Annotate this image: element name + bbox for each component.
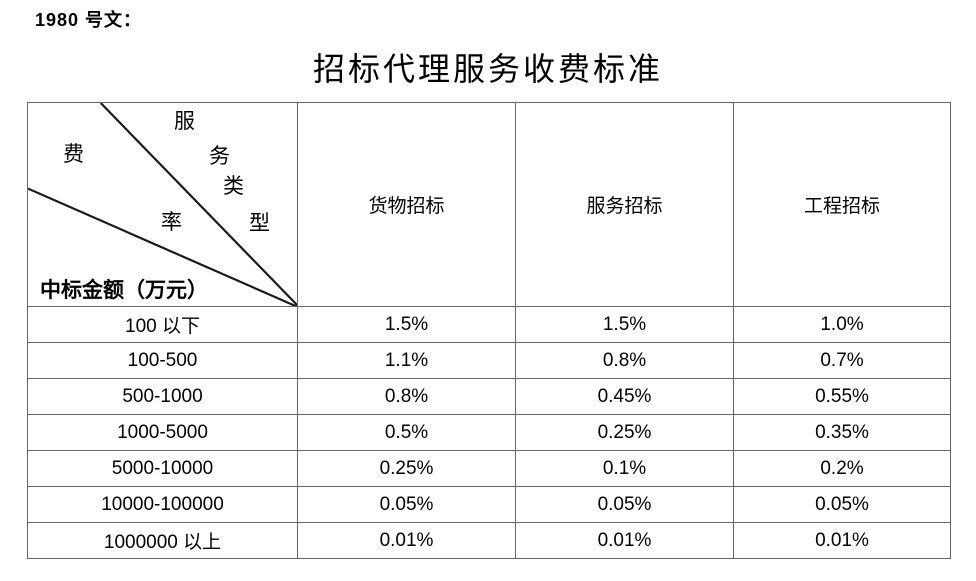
- rate-cell: 0.01%: [733, 522, 951, 559]
- rate-cell: 0.2%: [733, 450, 951, 487]
- rate-cell: 0.05%: [515, 486, 734, 523]
- amount-range-cell: 10000-100000: [27, 486, 298, 523]
- rate-cell: 0.8%: [297, 378, 516, 415]
- document-number: 1980 号文：: [35, 10, 143, 30]
- fee-table: 服 务 类 型 费 率 中标金额（万元） 货物招标 服务招标 工程招标 100 …: [27, 102, 951, 559]
- amount-range-cell: 5000-10000: [27, 450, 298, 487]
- column-header-works: 工程招标: [733, 102, 951, 307]
- rate-cell: 0.05%: [297, 486, 516, 523]
- rate-cell: 0.01%: [515, 522, 734, 559]
- corner-label-type-char-4: 型: [249, 211, 270, 235]
- diagonal-divider-lines: [28, 103, 297, 306]
- amount-range-cell: 1000000 以上: [27, 522, 298, 559]
- page-title: 招标代理服务收费标准: [312, 51, 663, 87]
- rate-cell: 1.0%: [733, 306, 951, 343]
- rate-cell: 0.45%: [515, 378, 734, 415]
- rate-cell: 0.25%: [297, 450, 516, 487]
- corner-label-type-char-1: 服: [174, 109, 195, 133]
- rate-cell: 0.7%: [733, 342, 951, 379]
- column-header-services: 服务招标: [515, 102, 734, 307]
- table-corner-cell: 服 务 类 型 费 率 中标金额（万元）: [27, 102, 298, 307]
- column-header-goods: 货物招标: [297, 102, 516, 307]
- rate-cell: 0.5%: [297, 414, 516, 451]
- rate-cell: 0.01%: [297, 522, 516, 559]
- amount-range-cell: 100 以下: [27, 306, 298, 343]
- table-row: 10000-100000 0.05% 0.05% 0.05%: [27, 486, 951, 523]
- table-row: 500-1000 0.8% 0.45% 0.55%: [27, 378, 951, 415]
- amount-range-cell: 100-500: [27, 342, 298, 379]
- table-row: 100-500 1.1% 0.8% 0.7%: [27, 342, 951, 379]
- table-row: 100 以下 1.5% 1.5% 1.0%: [27, 306, 951, 343]
- rate-cell: 0.8%: [515, 342, 734, 379]
- rate-cell: 1.5%: [515, 306, 734, 343]
- rate-cell: 0.35%: [733, 414, 951, 451]
- amount-range-cell: 500-1000: [27, 378, 298, 415]
- rate-cell: 1.5%: [297, 306, 516, 343]
- amount-range-cell: 1000-5000: [27, 414, 298, 451]
- table-row: 5000-10000 0.25% 0.1% 0.2%: [27, 450, 951, 487]
- rate-cell: 0.55%: [733, 378, 951, 415]
- corner-label-rate-char-2: 率: [161, 210, 182, 234]
- corner-label-rate-char-1: 费: [63, 142, 84, 166]
- rate-cell: 0.1%: [515, 450, 734, 487]
- table-header-row: 服 务 类 型 费 率 中标金额（万元） 货物招标 服务招标 工程招标: [27, 102, 951, 307]
- rate-cell: 0.25%: [515, 414, 734, 451]
- row-axis-label: 中标金额（万元）: [40, 278, 208, 302]
- rate-cell: 0.05%: [733, 486, 951, 523]
- corner-label-type-char-2: 务: [209, 144, 230, 168]
- table-row: 1000000 以上 0.01% 0.01% 0.01%: [27, 522, 951, 559]
- rate-cell: 1.1%: [297, 342, 516, 379]
- corner-label-type-char-3: 类: [223, 174, 244, 198]
- table-row: 1000-5000 0.5% 0.25% 0.35%: [27, 414, 951, 451]
